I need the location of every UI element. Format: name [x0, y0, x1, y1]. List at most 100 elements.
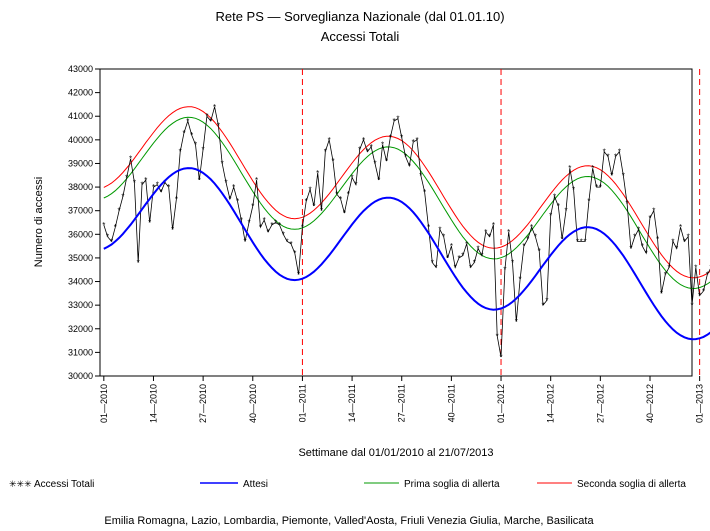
data-point-star: * [492, 221, 495, 230]
data-point-star: * [381, 141, 384, 150]
data-point-star: * [671, 237, 674, 246]
data-point-star: * [484, 228, 487, 237]
data-point-star: * [129, 155, 132, 164]
data-point-star: * [198, 176, 201, 185]
data-point-star: * [213, 103, 216, 112]
data-point-star: * [393, 117, 396, 126]
data-point-star: * [263, 216, 266, 225]
y-tick-label: 35000 [68, 253, 93, 263]
data-point-star: * [110, 237, 113, 246]
data-point-star: * [389, 134, 392, 143]
data-point-star: * [557, 202, 560, 211]
data-point-star: * [209, 117, 212, 126]
legend: ✳✳✳ Accessi Totali Attesi Prima soglia d… [9, 479, 686, 490]
data-point-star: * [121, 193, 124, 202]
data-point-star: * [301, 223, 304, 232]
y-tick-label: 34000 [68, 277, 93, 287]
x-tick-label: 01—2013 [695, 384, 705, 423]
data-point-star: * [599, 183, 602, 192]
x-tick-label: 27—2011 [397, 384, 407, 422]
data-point-star: * [541, 301, 544, 310]
data-point-star: * [614, 152, 617, 161]
data-point-star: * [702, 287, 705, 296]
x-tick-label: 40—2010 [248, 384, 258, 423]
data-point-star: * [698, 292, 701, 301]
data-point-star: * [469, 263, 472, 272]
y-tick-label: 30000 [68, 371, 93, 381]
data-point-star: * [267, 228, 270, 237]
data-point-star: * [664, 271, 667, 280]
data-point-star: * [412, 138, 415, 147]
data-point-star: * [175, 195, 178, 204]
data-point-star: * [305, 197, 308, 206]
data-point-star: * [656, 235, 659, 244]
data-point-star: * [160, 188, 163, 197]
data-point-star: * [645, 249, 648, 258]
x-tick-label: 40—2011 [446, 384, 456, 422]
data-point-star: * [278, 221, 281, 230]
data-point-star: * [335, 190, 338, 199]
series-line-accessi-totali [103, 106, 710, 358]
data-point-star: * [186, 117, 189, 126]
data-point-star: * [526, 235, 529, 244]
data-point-star: * [133, 178, 136, 187]
data-point-star: * [289, 240, 292, 249]
data-point-star: * [274, 219, 277, 228]
data-point-star: * [488, 233, 491, 242]
data-point-star: * [438, 226, 441, 235]
y-tick-label: 33000 [68, 300, 93, 310]
data-point-star: * [584, 237, 587, 246]
y-tick-label: 37000 [68, 206, 93, 216]
data-point-star: * [652, 207, 655, 216]
series-line-seconda-soglia [103, 106, 710, 279]
data-point-star: * [690, 301, 693, 310]
data-point-star: * [477, 245, 480, 254]
data-point-star: * [606, 152, 609, 161]
data-point-star: * [144, 176, 147, 185]
data-point-star: * [610, 171, 613, 180]
x-tick-label: 14—2012 [546, 384, 556, 423]
data-point-star: * [534, 233, 537, 242]
data-point-star: * [171, 226, 174, 235]
plot-frame [99, 68, 693, 377]
data-point-star: * [553, 193, 556, 202]
data-point-star: * [515, 318, 518, 327]
y-tick-label: 40000 [68, 135, 93, 145]
data-point-star: * [137, 259, 140, 268]
data-point-star: * [202, 145, 205, 154]
data-point-star: * [182, 129, 185, 138]
data-point-star: * [251, 202, 254, 211]
data-point-star: * [446, 254, 449, 263]
y-axis: 30000 31000 32000 33000 34000 35000 36000 37000… [68, 64, 100, 381]
data-point-star: * [190, 131, 193, 140]
data-point-star: * [270, 221, 273, 230]
data-point-star: * [205, 112, 208, 121]
y-tick-label: 38000 [68, 182, 93, 192]
data-point-star: * [312, 202, 315, 211]
x-tick-label: 01—2010 [99, 384, 109, 423]
data-point-star: * [331, 157, 334, 166]
data-point-star: * [687, 233, 690, 242]
data-point-star: * [328, 136, 331, 145]
data-point-star: * [351, 174, 354, 183]
data-point-star: * [118, 207, 121, 216]
data-point-star: * [457, 254, 460, 263]
data-point-star: * [106, 233, 109, 242]
data-point-star: * [309, 185, 312, 194]
data-point-star: * [339, 195, 342, 204]
data-point-star: * [255, 176, 258, 185]
data-point-star: * [576, 237, 579, 246]
data-point-star: * [706, 271, 709, 280]
data-point-star: * [343, 209, 346, 218]
data-point-star: * [499, 353, 502, 362]
data-point-star: * [648, 214, 651, 223]
legend-label-seconda-soglia: Seconda soglia di allerta [577, 479, 686, 490]
data-point-star: * [435, 263, 438, 272]
data-point-star: * [629, 245, 632, 254]
data-point-star: * [366, 148, 369, 157]
data-point-star: * [461, 252, 464, 261]
data-point-star: * [247, 219, 250, 228]
data-point-star: * [354, 181, 357, 190]
x-tick-label: 01—2011 [297, 384, 307, 422]
